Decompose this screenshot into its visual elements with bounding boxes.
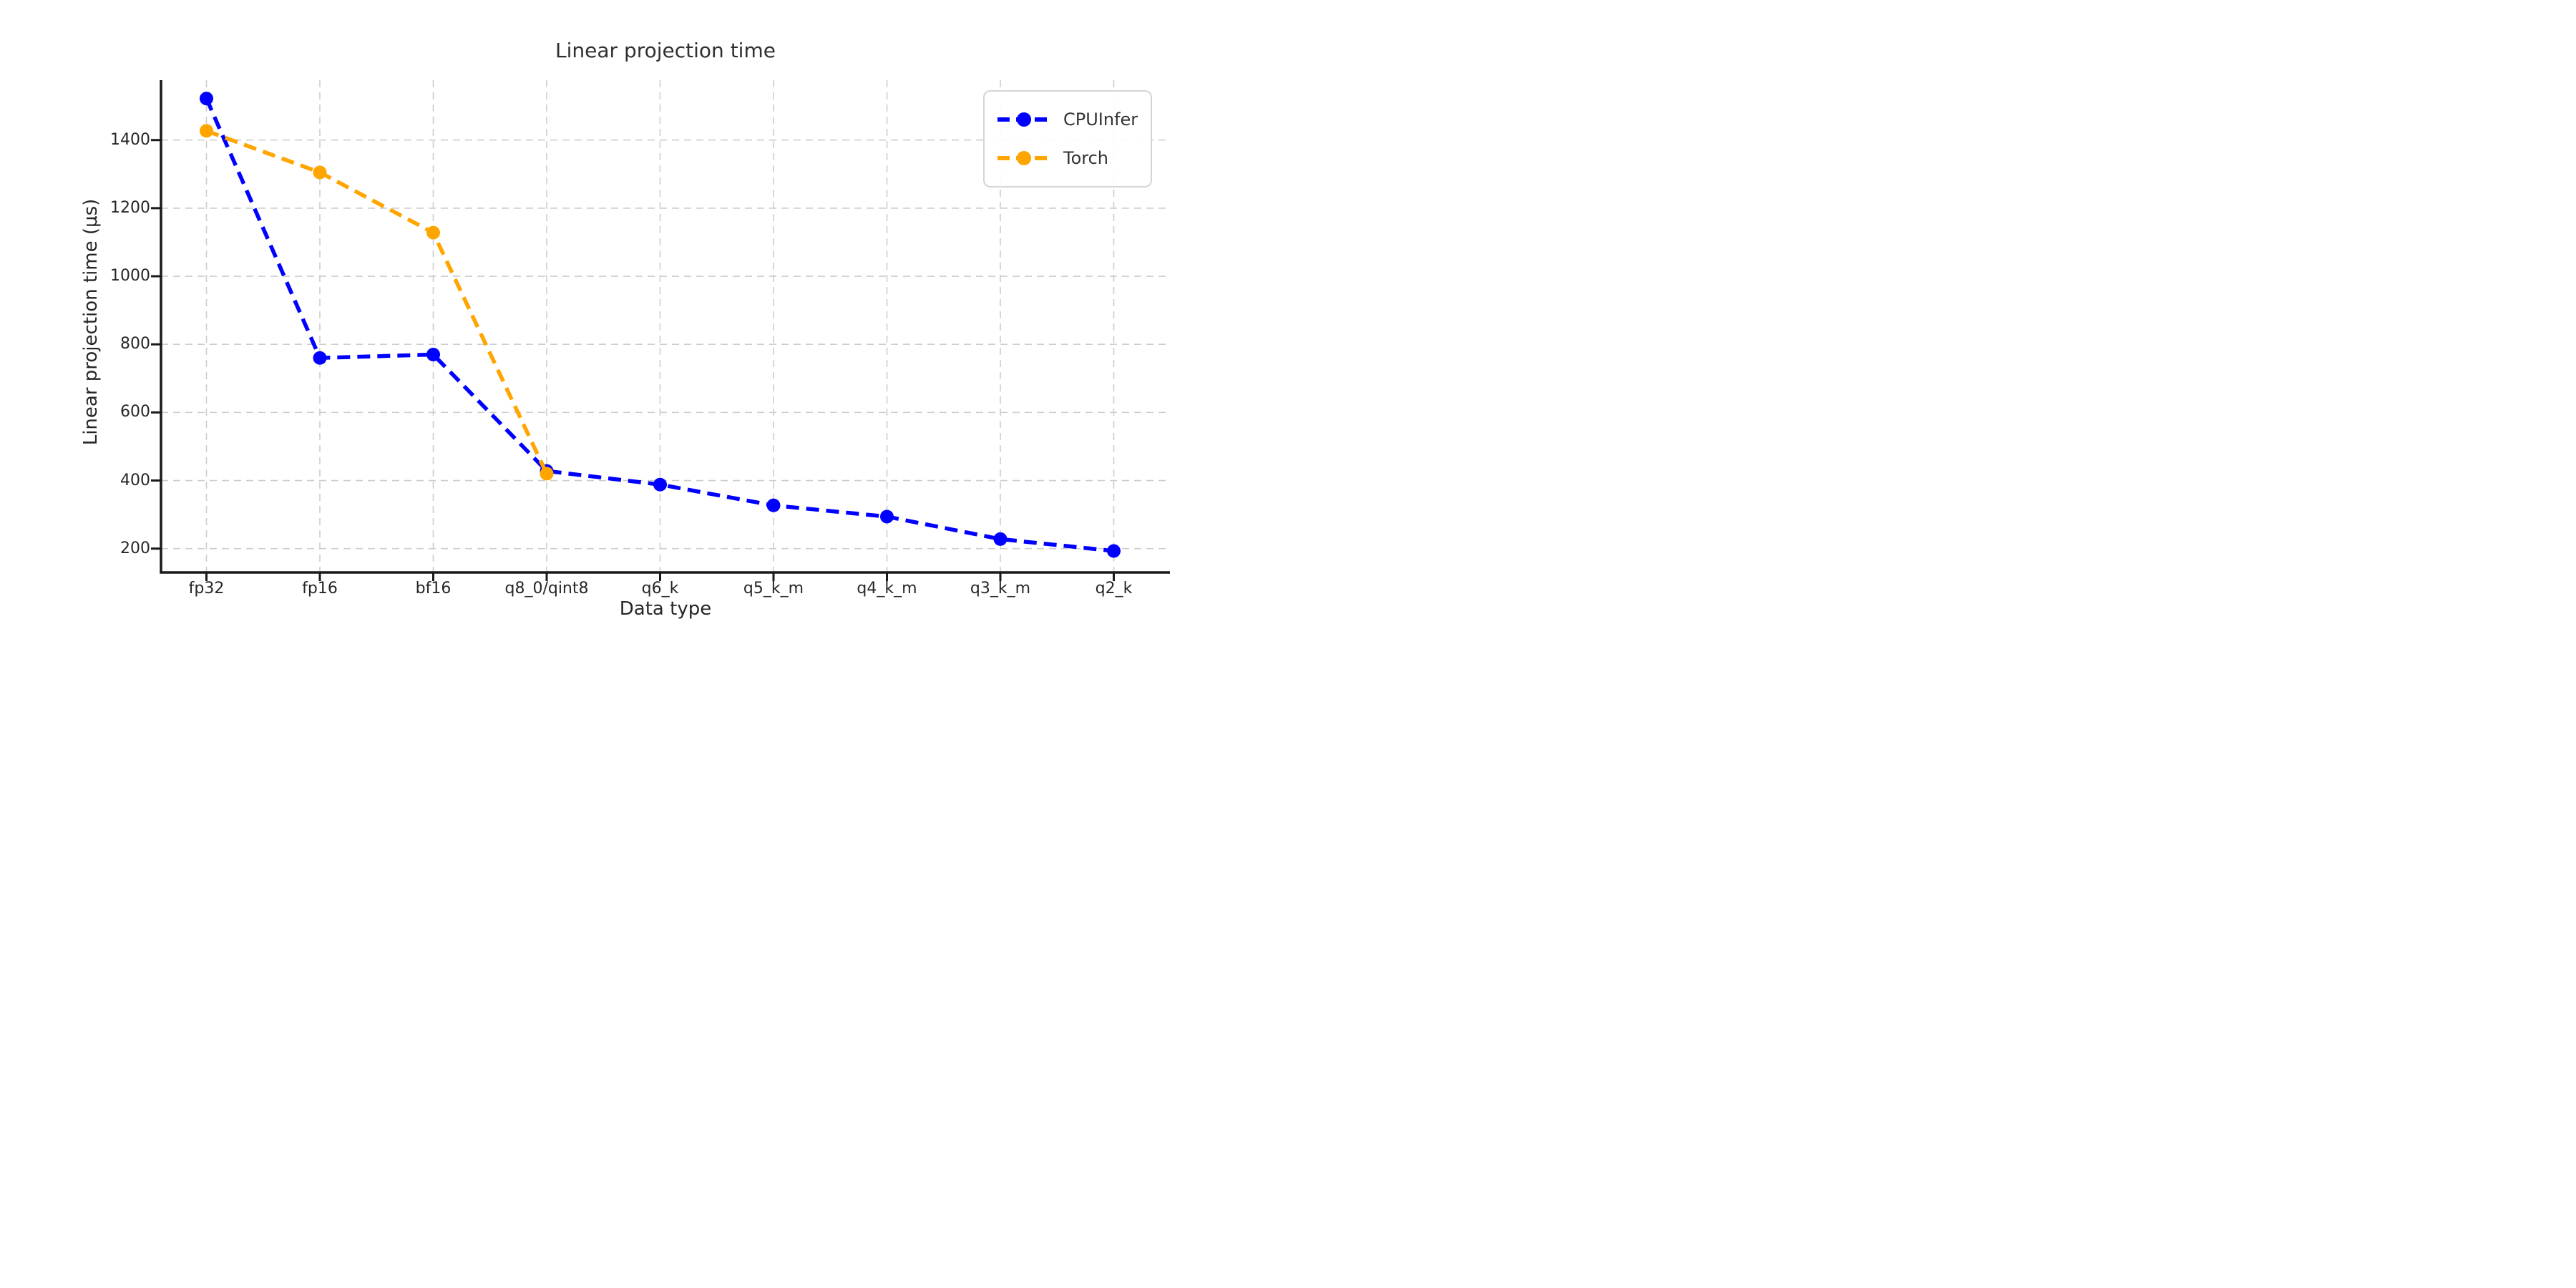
legend: CPUInfer Torch bbox=[983, 90, 1152, 187]
legend-item-cpuinfer: CPUInfer bbox=[996, 100, 1139, 139]
x-tick-label: q5_k_m bbox=[743, 580, 804, 597]
x-tick-label: q2_k bbox=[1095, 580, 1133, 597]
x-tick-label: q6_k bbox=[641, 580, 679, 597]
data-point-CPUInfer-q4_k_m bbox=[880, 509, 894, 524]
legend-marker-cpuinfer-icon bbox=[997, 112, 1050, 127]
legend-dot-cpuinfer bbox=[1017, 112, 1031, 127]
legend-label-cpuinfer: CPUInfer bbox=[1063, 109, 1138, 130]
chart-title: Linear projection time bbox=[555, 39, 776, 62]
legend-item-torch: Torch bbox=[996, 139, 1139, 177]
data-point-CPUInfer-bf16 bbox=[426, 347, 440, 361]
legend-label-torch: Torch bbox=[1063, 148, 1109, 168]
x-tick-label: fp16 bbox=[302, 580, 338, 597]
data-point-CPUInfer-q3_k_m bbox=[993, 532, 1008, 546]
data-point-CPUInfer-q2_k bbox=[1107, 544, 1121, 558]
data-point-Torch-fp16 bbox=[313, 165, 327, 180]
figure: Linear projection time Linear projection… bbox=[0, 0, 1288, 644]
x-tick-label: q3_k_m bbox=[970, 580, 1031, 597]
data-point-Torch-q8_0/qint8 bbox=[540, 467, 554, 481]
data-point-CPUInfer-fp16 bbox=[313, 351, 327, 365]
data-point-CPUInfer-q5_k_m bbox=[766, 498, 781, 512]
y-tick-label: 600 bbox=[120, 403, 150, 421]
data-point-CPUInfer-fp32 bbox=[200, 92, 213, 106]
y-tick-label: 200 bbox=[120, 539, 150, 557]
y-tick-label: 1000 bbox=[110, 267, 150, 286]
y-tick-label: 1200 bbox=[110, 198, 150, 217]
x-tick-label: fp32 bbox=[188, 580, 225, 597]
y-tick-label: 800 bbox=[120, 335, 150, 353]
data-point-CPUInfer-q6_k bbox=[653, 477, 667, 492]
data-point-Torch-bf16 bbox=[426, 225, 440, 240]
data-point-Torch-fp32 bbox=[200, 124, 213, 138]
x-tick-label: q4_k_m bbox=[857, 580, 917, 597]
x-tick-label: q8_0/qint8 bbox=[504, 580, 589, 597]
series-line-Torch bbox=[205, 129, 549, 475]
y-tick-label: 400 bbox=[120, 471, 150, 489]
y-tick-label: 1400 bbox=[110, 130, 150, 149]
x-tick-label: bf16 bbox=[415, 580, 452, 597]
x-axis-label: Data type bbox=[619, 598, 712, 620]
legend-marker-torch-icon bbox=[997, 151, 1050, 165]
legend-dot-torch bbox=[1017, 151, 1031, 165]
